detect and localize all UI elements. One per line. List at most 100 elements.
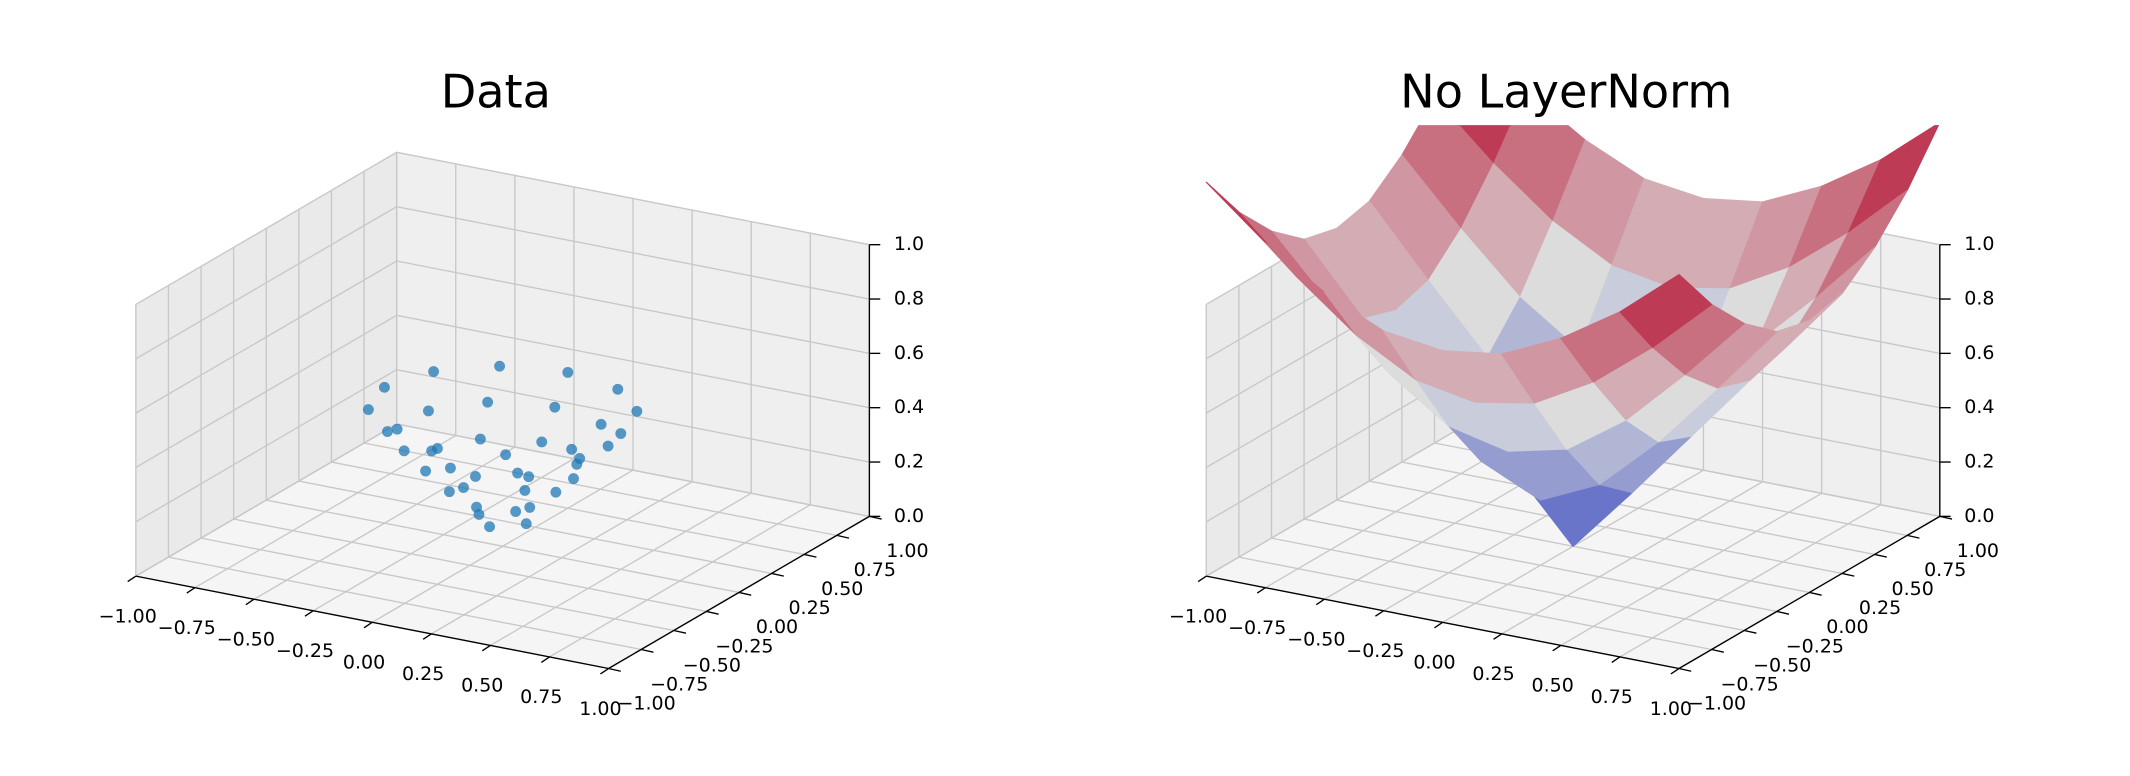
x-tick-label: 1.00 xyxy=(579,698,621,720)
x-tick-label: −0.50 xyxy=(217,628,275,650)
scatter-point xyxy=(420,465,432,477)
grid-line xyxy=(135,314,398,469)
x-tick xyxy=(363,621,373,629)
scatter-point xyxy=(550,486,562,498)
x-tick xyxy=(422,633,432,640)
grid-line xyxy=(135,206,398,360)
grid-line xyxy=(135,369,398,523)
x-tick xyxy=(1493,633,1503,640)
y-tick xyxy=(706,610,719,615)
grid-line xyxy=(396,314,870,409)
y-tick-label: −1.00 xyxy=(1688,692,1746,714)
x-tick xyxy=(481,644,491,652)
x-tick-label: 0.75 xyxy=(520,686,562,708)
x-tick-label: −0.75 xyxy=(1228,617,1286,639)
x-tick-label: −0.75 xyxy=(158,617,216,639)
y-tick-label: 0.25 xyxy=(788,597,830,619)
y-tick-label: −0.50 xyxy=(683,654,741,676)
x-tick xyxy=(1670,667,1680,675)
scatter-point xyxy=(484,521,496,533)
grid-line xyxy=(1238,556,1712,651)
scatter-point xyxy=(494,360,506,372)
x-tick xyxy=(1197,575,1207,583)
y-tick-label: −0.25 xyxy=(1786,635,1844,657)
z-tick-label: 0.8 xyxy=(894,288,924,310)
x-tick xyxy=(127,575,137,583)
y-tick xyxy=(673,629,687,634)
scatter-point xyxy=(612,383,624,395)
grid-line xyxy=(1271,537,1745,632)
y-tick-label: −0.75 xyxy=(1721,673,1779,695)
x-tick-label: 0.00 xyxy=(343,652,385,674)
y-tick xyxy=(1744,629,1757,634)
y-tick xyxy=(1841,572,1855,577)
scatter-point xyxy=(458,482,469,494)
y-tick-label: −0.75 xyxy=(650,673,708,695)
scatter-point xyxy=(423,405,434,417)
scatter-point xyxy=(431,443,443,454)
grid-line xyxy=(168,556,642,651)
scatter-point xyxy=(362,404,374,416)
scatter-point xyxy=(568,473,579,485)
x-tick-label: −1.00 xyxy=(1169,605,1227,627)
scatter-point xyxy=(524,501,536,513)
x-tick xyxy=(1315,598,1325,606)
y-tick xyxy=(1874,553,1887,558)
scatter-point xyxy=(595,418,607,430)
scatter-point xyxy=(378,381,390,393)
x-tick-label: 0.25 xyxy=(402,663,444,685)
z-tick-label: 0.6 xyxy=(1964,342,1994,364)
z-tick-label: 1.0 xyxy=(894,233,924,255)
scatter-point xyxy=(398,445,410,457)
x-tick xyxy=(304,610,314,617)
y-tick-label: 0.75 xyxy=(854,559,896,581)
scatter-point xyxy=(523,471,535,483)
grid-line xyxy=(298,480,772,575)
x-tick xyxy=(186,587,196,594)
y-tick xyxy=(1809,591,1822,596)
x-tick xyxy=(1375,610,1384,617)
scatter-point xyxy=(536,436,548,448)
grid-line xyxy=(396,368,870,463)
y-tick xyxy=(1776,610,1790,615)
grid-line xyxy=(396,151,870,246)
z-tick-label: 0.4 xyxy=(894,396,924,418)
y-tick-label: 0.75 xyxy=(1924,559,1966,581)
z-tick-label: 0.0 xyxy=(1964,505,1994,527)
grid-line xyxy=(266,499,740,594)
grid-line xyxy=(135,151,398,306)
x-tick-label: −0.25 xyxy=(1346,640,1404,662)
grid-line xyxy=(233,518,707,613)
surface-patch xyxy=(1619,274,1713,348)
scatter-point xyxy=(520,518,532,530)
scatter-point xyxy=(445,462,456,474)
chart-title: Data xyxy=(441,65,551,119)
grid-line xyxy=(396,205,870,300)
x-tick xyxy=(1611,656,1621,663)
z-tick-label: 0.2 xyxy=(894,451,924,473)
x-tick-label: 1.00 xyxy=(1650,698,1692,720)
grid-line xyxy=(1303,518,1777,613)
grid-line xyxy=(1401,461,1875,556)
z-tick-label: 1.0 xyxy=(1964,233,1994,255)
scatter-point xyxy=(471,501,482,513)
y-tick xyxy=(1907,534,1920,539)
x-tick xyxy=(600,667,609,675)
scatter-point xyxy=(571,458,583,470)
grid-line xyxy=(363,442,837,537)
x-tick-label: 0.50 xyxy=(1532,675,1574,697)
z-tick-label: 0.6 xyxy=(894,342,924,364)
y-tick-label: −1.00 xyxy=(617,692,675,714)
plot-area xyxy=(362,360,643,533)
chart-title: No LayerNorm xyxy=(1400,65,1732,119)
z-tick-label: 0.4 xyxy=(1964,396,1994,418)
x-tick-label: −0.50 xyxy=(1287,628,1345,650)
z-tick-label: 0.2 xyxy=(1964,451,1994,473)
x-tick xyxy=(1256,587,1266,594)
scatter-point xyxy=(562,366,574,378)
y-tick-label: 0.50 xyxy=(821,578,863,600)
grid-line xyxy=(135,423,398,577)
scatter-point xyxy=(566,443,578,455)
